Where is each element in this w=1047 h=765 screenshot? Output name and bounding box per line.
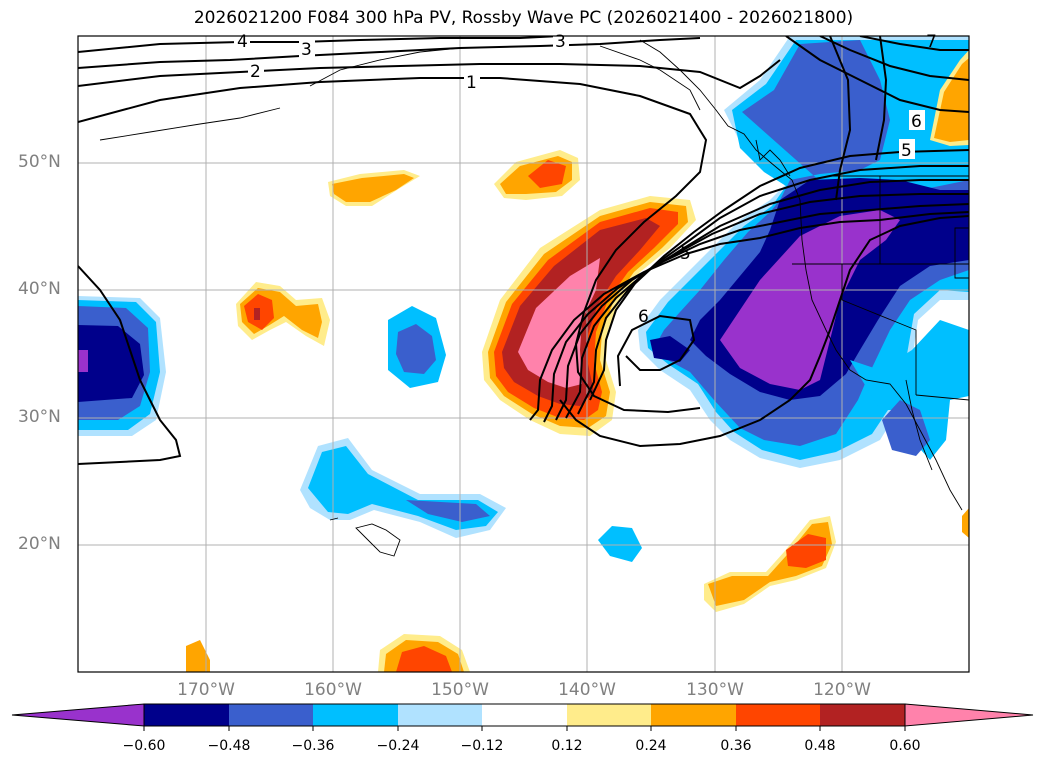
pos-anomaly-south (186, 640, 210, 672)
colorbar (11, 703, 1034, 731)
pv-contour (819, 36, 969, 81)
colorbar-bin (313, 704, 398, 726)
contour-labels: 4 3 3 2 1 6 5 5 6 7 (234, 32, 937, 327)
colorbar-bin (482, 704, 567, 726)
lon-label-170w: 170°W (177, 680, 235, 700)
contour-label-3: 3 (555, 32, 566, 52)
pv-contour (78, 36, 561, 53)
neg-anomaly-hawaii (406, 500, 490, 522)
colorbar-tick-label: 0.24 (635, 738, 667, 754)
pv-contour (78, 265, 182, 465)
pv-contour (78, 37, 701, 69)
map-frame (77, 35, 970, 673)
pos-anomaly-east (962, 508, 969, 538)
contour-label-5: 5 (680, 244, 691, 264)
pv-contour (78, 59, 781, 90)
lon-label-160w: 160°W (304, 680, 362, 700)
colorbar-bin (820, 704, 905, 726)
colorbar-extend-min (11, 703, 145, 727)
colorbar-bin (736, 704, 820, 726)
neg-anomaly-east (720, 210, 900, 390)
pos-anomaly-south (396, 646, 452, 672)
pos-anomaly-north (332, 174, 414, 202)
shaded-pc-field (78, 36, 969, 672)
neg-anomaly-west (78, 350, 88, 372)
lat-label-50n: 50°N (18, 152, 61, 172)
colorbar-tick-label: 0.48 (804, 738, 836, 754)
pv-contour (589, 149, 969, 401)
contour-label-2: 2 (250, 62, 261, 82)
contour-label-7: 7 (926, 32, 937, 52)
lat-label-40n: 40°N (18, 279, 61, 299)
lat-label-30n: 30°N (18, 407, 61, 427)
pv-contour (559, 215, 969, 448)
pos-anomaly-south (786, 534, 826, 568)
contour-label-5: 5 (901, 141, 912, 161)
lon-label-130w: 130°W (686, 680, 744, 700)
pv-contour (555, 193, 969, 421)
colorbar-bin (567, 704, 651, 726)
pv-contour (577, 165, 969, 415)
lon-label-120w: 120°W (813, 680, 871, 700)
neg-anomaly-east (850, 320, 969, 460)
pv-contour (78, 77, 708, 414)
colorbar-tick-label: 0.12 (551, 738, 583, 754)
pv-contours (78, 36, 969, 465)
colorbar-tick-label: −0.24 (376, 738, 420, 754)
pos-anomaly-west (254, 308, 260, 320)
colorbar-tick-label: −0.12 (460, 738, 504, 754)
graticule (78, 36, 969, 672)
colorbar-tick-label: 0.36 (720, 738, 752, 754)
neg-anomaly-east (882, 400, 930, 456)
neg-anomaly-center (396, 324, 436, 374)
pos-anomaly-north (528, 160, 566, 188)
colorbar-tick-label: 0.60 (889, 738, 921, 754)
colorbar-bin (144, 704, 229, 726)
lon-label-140w: 140°W (558, 680, 616, 700)
lon-label-150w: 150°W (431, 680, 489, 700)
contour-label-6: 6 (911, 112, 922, 132)
pv-contour (616, 314, 696, 387)
colorbar-tick-label: −0.60 (122, 738, 166, 754)
contour-label-6: 6 (638, 307, 649, 327)
pv-contour (565, 179, 969, 419)
pv-contour (785, 36, 969, 113)
lat-label-20n: 20°N (18, 534, 61, 554)
contour-label-1: 1 (466, 73, 477, 93)
colorbar-tick-label: −0.48 (207, 738, 251, 754)
colorbar-extend-max (904, 703, 1034, 727)
colorbar-bin (651, 704, 736, 726)
neg-anomaly-south (598, 526, 642, 562)
pv-contour (829, 36, 852, 201)
colorbar-bin (398, 704, 482, 726)
contour-label-3: 3 (301, 40, 312, 60)
contour-label-4: 4 (237, 32, 248, 52)
colorbar-tick-label: −0.36 (291, 738, 335, 754)
pv-contour (529, 211, 969, 421)
pv-contour (543, 203, 969, 423)
colorbar-bin (229, 704, 313, 726)
neg-anomaly-east (650, 336, 690, 362)
map-title: 2026021200 F084 300 hPa PV, Rossby Wave … (193, 8, 854, 28)
pv-contour (875, 36, 888, 161)
